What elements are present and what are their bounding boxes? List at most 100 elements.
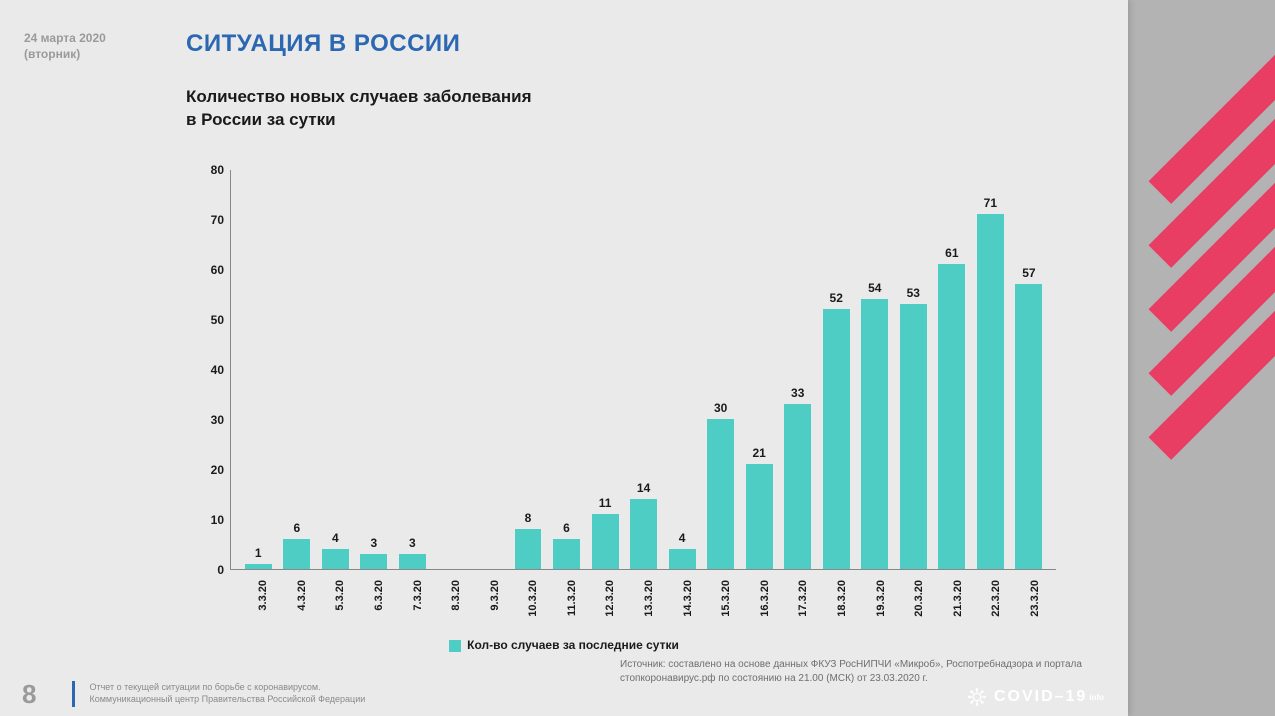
bar-value-label: 57 xyxy=(1022,266,1035,280)
footer-accent-bar xyxy=(72,681,75,707)
x-tick-label: 6.3.20 xyxy=(373,580,385,611)
bar-value-label: 3 xyxy=(371,536,378,550)
bar-slot: 6 xyxy=(547,170,586,569)
bar xyxy=(1015,284,1042,569)
y-tick: 20 xyxy=(211,463,224,477)
x-slot: 3.3.20 xyxy=(238,574,277,644)
bar-value-label: 11 xyxy=(599,496,612,510)
bar xyxy=(900,304,927,569)
legend-swatch xyxy=(449,640,461,652)
chart-subtitle: Количество новых случаев заболевания в Р… xyxy=(186,86,532,132)
x-slot: 15.3.20 xyxy=(701,574,740,644)
brand-text: COVID–19 xyxy=(994,688,1087,706)
x-tick-label: 9.3.20 xyxy=(489,580,501,611)
page-number: 8 xyxy=(22,679,36,710)
bar-slot: 4 xyxy=(663,170,702,569)
x-tick-label: 10.3.20 xyxy=(527,580,539,617)
y-tick: 50 xyxy=(211,313,224,327)
diagonal-stripes xyxy=(1128,0,1275,716)
bar xyxy=(938,264,965,569)
x-slot: 9.3.20 xyxy=(469,574,508,644)
subtitle-line1: Количество новых случаев заболевания xyxy=(186,86,532,109)
y-tick: 80 xyxy=(211,163,224,177)
bar xyxy=(515,529,542,569)
bar-value-label: 54 xyxy=(868,281,881,295)
brand-sup: info xyxy=(1089,693,1104,702)
subtitle-line2: в России за сутки xyxy=(186,109,532,132)
y-tick: 30 xyxy=(211,413,224,427)
y-tick: 60 xyxy=(211,263,224,277)
x-tick-label: 5.3.20 xyxy=(334,580,346,611)
bar-slot: 30 xyxy=(701,170,740,569)
bar-slot: 33 xyxy=(778,170,817,569)
bar-value-label: 4 xyxy=(679,531,686,545)
bar-value-label: 4 xyxy=(332,531,339,545)
x-slot: 6.3.20 xyxy=(354,574,393,644)
x-tick-label: 4.3.20 xyxy=(296,580,308,611)
bar-slot: 54 xyxy=(856,170,895,569)
x-slot: 11.3.20 xyxy=(547,574,586,644)
bar xyxy=(707,419,734,569)
x-slot: 21.3.20 xyxy=(932,574,971,644)
bar xyxy=(630,499,657,569)
bar-slot: 53 xyxy=(894,170,933,569)
bar-slot xyxy=(432,170,471,569)
x-slot: 22.3.20 xyxy=(971,574,1010,644)
x-slot: 5.3.20 xyxy=(315,574,354,644)
bar-slot: 21 xyxy=(740,170,779,569)
y-tick: 10 xyxy=(211,513,224,527)
brand: COVID–19 info xyxy=(968,688,1104,706)
x-tick-label: 8.3.20 xyxy=(450,580,462,611)
date-block: 24 марта 2020 (вторник) xyxy=(24,30,106,62)
x-slot: 13.3.20 xyxy=(624,574,663,644)
x-slot: 10.3.20 xyxy=(508,574,547,644)
bar-chart: 01020304050607080 1643386111443021335254… xyxy=(186,170,1056,600)
y-tick: 70 xyxy=(211,213,224,227)
x-tick-label: 7.3.20 xyxy=(412,580,424,611)
x-tick-label: 14.3.20 xyxy=(682,580,694,617)
bar-slot: 61 xyxy=(933,170,972,569)
x-slot: 18.3.20 xyxy=(817,574,856,644)
bar-value-label: 61 xyxy=(945,246,958,260)
x-tick-label: 12.3.20 xyxy=(604,580,616,617)
bar-slot: 3 xyxy=(393,170,432,569)
bar-value-label: 6 xyxy=(293,521,300,535)
x-slot: 7.3.20 xyxy=(392,574,431,644)
bar-value-label: 8 xyxy=(525,511,532,525)
footer-text: Отчет о текущей ситуации по борьбе с кор… xyxy=(89,682,365,705)
plot-area: 164338611144302133525453617157 xyxy=(230,170,1056,570)
x-tick-label: 22.3.20 xyxy=(990,580,1002,617)
bar-slot xyxy=(470,170,509,569)
bar-value-label: 30 xyxy=(714,401,727,415)
bar-value-label: 52 xyxy=(830,291,843,305)
x-slot: 19.3.20 xyxy=(855,574,894,644)
legend-label: Кол-во случаев за последние сутки xyxy=(467,638,679,652)
x-tick-label: 13.3.20 xyxy=(643,580,655,617)
footer-line1: Отчет о текущей ситуации по борьбе с кор… xyxy=(89,682,365,694)
covid-icon xyxy=(968,688,986,706)
bar-value-label: 14 xyxy=(637,481,650,495)
bar xyxy=(592,514,619,569)
bar xyxy=(823,309,850,569)
bar-slot: 4 xyxy=(316,170,355,569)
slide: 24 марта 2020 (вторник) СИТУАЦИЯ В РОССИ… xyxy=(0,0,1128,716)
date-line1: 24 марта 2020 xyxy=(24,30,106,46)
bar-slot: 11 xyxy=(586,170,625,569)
x-tick-label: 21.3.20 xyxy=(952,580,964,617)
bar-value-label: 3 xyxy=(409,536,416,550)
bar xyxy=(669,549,696,569)
bar-value-label: 21 xyxy=(752,446,765,460)
x-slot: 12.3.20 xyxy=(585,574,624,644)
date-line2: (вторник) xyxy=(24,46,106,62)
x-axis: 3.3.20 4.3.20 5.3.20 6.3.20 7.3.20 8.3.20 9.3.… xyxy=(230,574,1056,644)
bar-slot: 6 xyxy=(278,170,317,569)
y-tick: 0 xyxy=(217,563,224,577)
bar-slot: 1 xyxy=(239,170,278,569)
bar-slot: 14 xyxy=(624,170,663,569)
x-slot: 23.3.20 xyxy=(1010,574,1049,644)
x-tick-label: 17.3.20 xyxy=(797,580,809,617)
bar xyxy=(399,554,426,569)
bar-slot: 8 xyxy=(509,170,548,569)
bar xyxy=(784,404,811,569)
bar-value-label: 1 xyxy=(255,546,262,560)
